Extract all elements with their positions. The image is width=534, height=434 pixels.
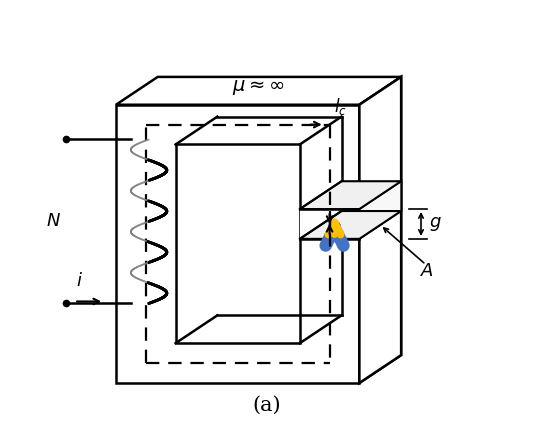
Text: $N$: $N$ — [46, 213, 61, 230]
Text: (a): (a) — [253, 396, 281, 415]
Text: $i$: $i$ — [76, 272, 83, 289]
Text: $\mu \approx \infty$: $\mu \approx \infty$ — [232, 78, 285, 97]
Text: $l_c$: $l_c$ — [334, 95, 347, 117]
Polygon shape — [300, 209, 359, 239]
Polygon shape — [300, 211, 401, 239]
Polygon shape — [176, 145, 300, 343]
Polygon shape — [359, 181, 401, 239]
Polygon shape — [359, 77, 401, 383]
Text: $A$: $A$ — [420, 262, 434, 279]
Polygon shape — [300, 181, 401, 209]
Text: $g$: $g$ — [429, 215, 442, 233]
Polygon shape — [116, 77, 401, 105]
Polygon shape — [359, 77, 401, 239]
Polygon shape — [116, 105, 359, 383]
Polygon shape — [359, 181, 401, 383]
